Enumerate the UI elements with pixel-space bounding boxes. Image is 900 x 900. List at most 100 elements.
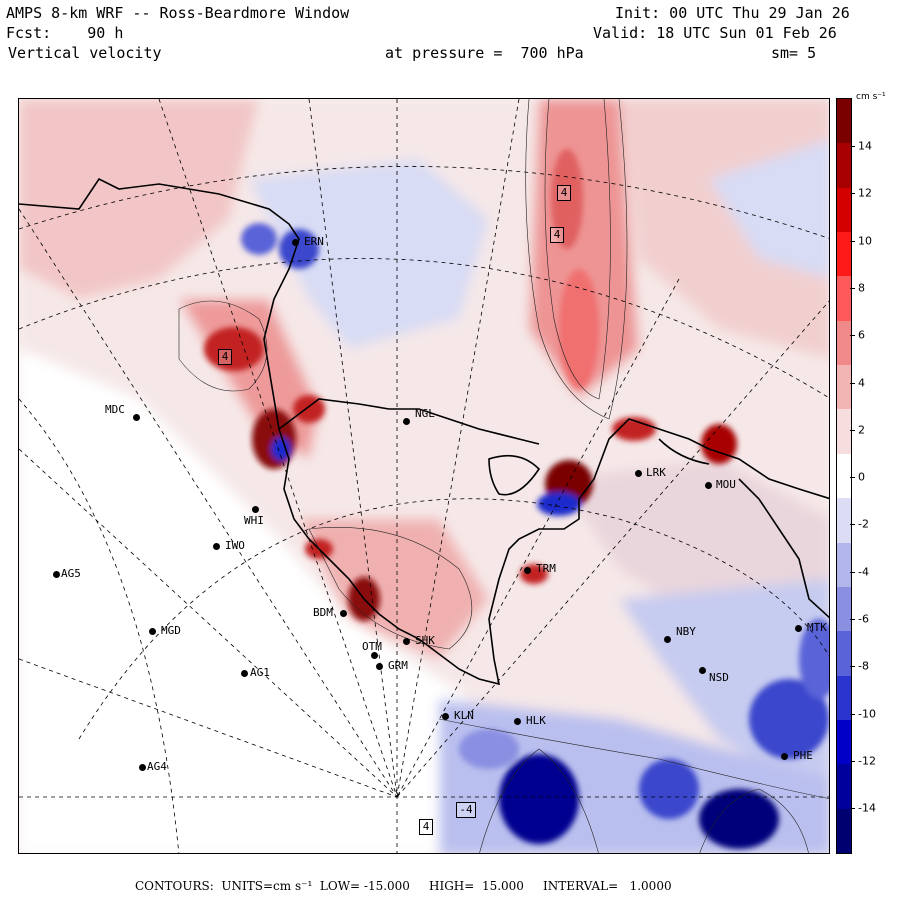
contour-info: CONTOURS: UNITS=cm s⁻¹ LOW= -15.000 HIGH… (135, 879, 672, 893)
station-label: MDC (105, 403, 125, 416)
station-mgd: MGD (149, 624, 181, 637)
station-dot (213, 543, 220, 550)
station-shk: SHK (403, 634, 435, 647)
colorbar-tick (850, 713, 855, 715)
station-dot (781, 753, 788, 760)
station-grm: GRM (376, 659, 408, 672)
station-iwo: IWO (213, 539, 245, 552)
station-bdm: BDM (313, 606, 347, 619)
station-dot (340, 610, 347, 617)
chart-title: AMPS 8-km WRF -- Ross-Beardmore Window (6, 4, 350, 22)
station-otm: OTM (362, 640, 382, 659)
station-ag1: AG1 (241, 666, 270, 679)
colorbar-label: 6 (858, 328, 865, 342)
colorbar-segment (837, 99, 851, 144)
station-label: NSD (709, 671, 729, 684)
station-dot (524, 567, 531, 574)
station-nsd: NSD (699, 667, 729, 684)
station-label: AG4 (147, 760, 167, 773)
station-dot (149, 628, 156, 635)
forecast-hour: Fcst: 90 h (6, 24, 124, 42)
colorbar-segment (837, 764, 851, 810)
station-ern: ERN (292, 235, 324, 248)
station-dot (241, 670, 248, 677)
colorbar-label: 14 (858, 139, 872, 153)
variable-name: Vertical velocity (8, 44, 162, 62)
contour-label: 4 (419, 819, 433, 835)
colorbar-segment (837, 320, 851, 366)
station-label: MTK (807, 621, 827, 634)
contour-label: 4 (218, 349, 232, 365)
station-dot (403, 418, 410, 425)
station-dot (139, 764, 146, 771)
colorbar-segment (837, 232, 851, 277)
graticule (19, 99, 829, 853)
colorbar (836, 98, 852, 854)
station-dot (514, 718, 521, 725)
colorbar-segment (837, 542, 851, 588)
station-label: WHI (244, 514, 264, 527)
station-label: MGD (161, 624, 181, 637)
station-phe: PHE (781, 749, 813, 762)
station-label: OTM (362, 640, 382, 653)
station-whi: WHI (244, 506, 264, 527)
smoothing-value: sm= 5 (771, 44, 817, 62)
colorbar-tick (850, 808, 855, 810)
station-dot (292, 239, 299, 246)
colorbar-segment (837, 276, 851, 322)
colorbar-tick (850, 760, 855, 762)
colorbar-segment (837, 409, 851, 455)
station-kln: KLN (442, 709, 474, 722)
station-ag5: AG5 (53, 567, 81, 580)
contour-label: 4 (550, 227, 564, 243)
colorbar-segment (837, 675, 851, 721)
station-dot (705, 482, 712, 489)
station-dot (53, 571, 60, 578)
colorbar-segment (837, 365, 851, 410)
station-mtk: MTK (795, 621, 827, 634)
station-label: AG1 (250, 666, 270, 679)
init-time: Init: 00 UTC Thu 29 Jan 26 (615, 4, 850, 22)
colorbar-units: cm s⁻¹ (856, 92, 886, 102)
vertical-velocity-map: 4 4 4 4 -4 (18, 98, 830, 854)
colorbar-label: -2 (858, 517, 869, 531)
colorbar-tick (850, 193, 855, 195)
station-mou: MOU (705, 478, 736, 491)
station-label: SHK (415, 634, 435, 647)
colorbar-tick (850, 619, 855, 620)
station-label: IWO (225, 539, 245, 552)
station-ag4: AG4 (139, 760, 167, 773)
colorbar-segment (837, 631, 851, 677)
station-dot (795, 625, 802, 632)
contour-label: -4 (456, 802, 476, 818)
station-dot (442, 713, 449, 720)
station-trm: TRM (524, 562, 556, 575)
pressure-level: at pressure = 700 hPa (385, 44, 584, 62)
colorbar-label: 2 (858, 423, 865, 437)
colorbar-segment (837, 719, 851, 765)
coastline (19, 177, 829, 686)
station-label: ERN (304, 235, 324, 248)
station-label: AG5 (61, 567, 81, 580)
station-label: TRM (536, 562, 556, 575)
station-dot (403, 638, 410, 645)
station-dot (699, 667, 706, 674)
colorbar-label: -12 (858, 754, 876, 768)
station-dot (376, 663, 383, 670)
colorbar-label: -4 (858, 565, 869, 579)
colorbar-segment (837, 808, 851, 854)
field-shading (19, 99, 829, 853)
colorbar-segment (837, 143, 851, 189)
station-lrk: LRK (635, 466, 666, 479)
colorbar-segment (837, 586, 851, 632)
colorbar-tick (850, 524, 855, 526)
station-label: KLN (454, 709, 474, 722)
colorbar-segment (837, 187, 851, 233)
colorbar-label: -6 (858, 612, 869, 626)
station-ngl: NGL (403, 407, 435, 425)
field-cores (204, 149, 829, 849)
colorbar-tick (850, 287, 855, 289)
colorbar-label: -8 (858, 659, 869, 673)
colorbar-label: -14 (858, 801, 876, 815)
station-label: GRM (388, 659, 408, 672)
